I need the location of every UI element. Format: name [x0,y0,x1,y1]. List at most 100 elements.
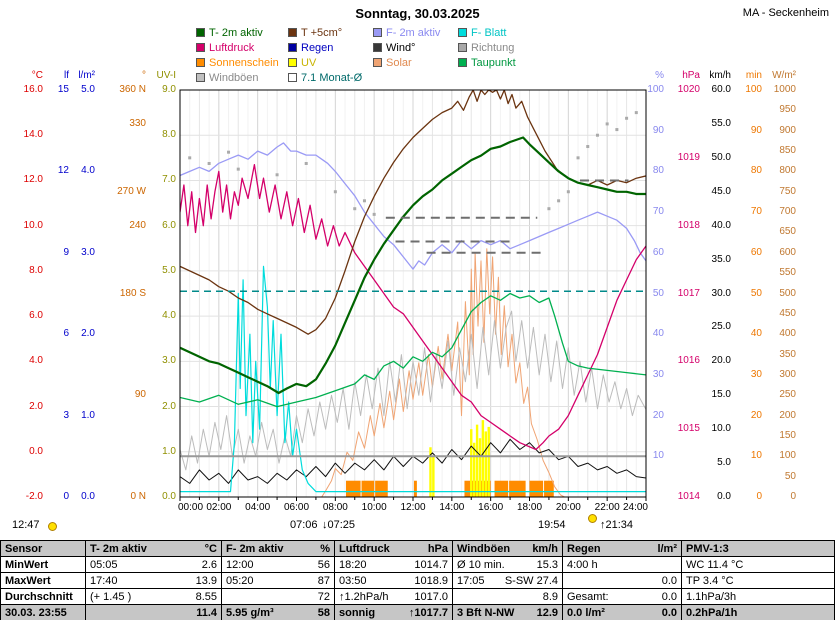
table-cell: 0.0 [661,590,677,603]
axis-tick-label: 800 [779,165,796,177]
direction-dot [595,133,599,137]
axis-tick-label: 0.0 [717,491,731,502]
legend-swatch [288,58,297,67]
legend-item: Taupunkt [458,55,558,70]
table-cell: Ø 10 min. [452,557,528,572]
x-tick-label: 08:00 [322,502,348,513]
legend-swatch [458,58,467,67]
direction-dot [362,199,366,203]
axis-tick-label: 0.0 [81,491,95,502]
table-cell [452,589,528,604]
row-label: MinWert [5,558,49,571]
direction-dot [353,207,357,211]
table-cell: km/h [532,542,558,555]
axis-tick-label: 5.0 [717,457,731,469]
table-row: Durchschnitt (+ 1.45 ) 8.55 72 ↑1.2hPa/h 1017… [1,588,834,604]
x-tick-label: 04:00 [245,502,271,513]
bar-Sonnenschein [346,480,361,497]
table-cell: 0.0 l/m² [562,605,636,620]
legend-swatch [196,28,205,37]
bar-UV [484,431,488,497]
legend-label: Windböen [209,71,259,84]
legend-item: Wind° [373,40,458,55]
axis-tick-label: 330 [129,117,146,129]
series-Solar [321,248,646,497]
table-cell: sonnig [334,605,404,620]
x-tick-label: 10:00 [361,502,387,513]
axis-tick-label: 10.0 [23,219,43,231]
legend-item: Windböen [196,70,288,85]
axis-tick-label: 90 [134,389,146,401]
axis-tick-label: 80 [750,165,762,177]
table-cell: 0.0 [661,606,677,619]
table-cell: 17:05 [452,573,528,588]
axis-tick-label: 1017 [677,287,700,299]
axis-tick-label: 15.0 [711,389,731,401]
legend-swatch [458,43,467,52]
table-cell: 17:40 [85,573,171,588]
axis-tick-label: 1000 [773,84,796,95]
legend-item: Sonnenschein [196,55,288,70]
row-label: 30.03. 23:55 [5,606,67,619]
table-cell: 05:05 [85,557,171,572]
direction-dot [615,128,619,132]
legend-label: Sonnenschein [209,56,279,69]
axis-tick-label: 180 S [119,287,146,299]
axis-tick-label: 40.0 [711,219,731,231]
x-tick-label: 20:00 [555,502,581,513]
axis-tick-label: 9 [63,246,69,258]
axis-tick-label: 6 [63,328,69,340]
table-cell: F- 2m aktiv [221,541,306,556]
bar-UV [475,424,479,497]
axis-tick-label: 8.0 [29,264,43,276]
legend-label: UV [301,56,317,69]
station-label: MA - Seckenheim [742,7,829,19]
table-cell: ↑1.2hPa/h [334,589,404,604]
table-cell: ↑1017.7 [408,606,448,619]
series-Taupunkt [180,292,646,408]
table-cell: (+ 1.45 ) [85,589,171,604]
table-cell: 0.2hPa/1h [681,605,834,620]
astro-time: ↓07:25 [322,519,356,531]
axis-tick-label: 90 [652,124,664,136]
row-label: Sensor [5,542,43,555]
bar-Sonnenschein [413,480,417,497]
axis-tick-label: 300 [779,368,796,380]
x-tick-label: 14:00 [439,502,465,513]
direction-dot [188,156,192,160]
axis-tick-label: 50 [784,470,796,482]
axis-tick-label: 700 [779,206,796,218]
table-cell: Gesamt: [562,589,636,604]
direction-dot [625,116,629,120]
legend-swatch [373,28,382,37]
axis-tick-label: 100 [779,450,796,462]
axis-tick-label: 70 [652,206,664,218]
axis-tick-label: 0.0 [29,445,43,457]
axis-tick-label: 20 [750,409,762,421]
axis-tick-label: 20 [652,409,664,421]
direction-dot [304,161,308,165]
axis-tick-label: 25.0 [711,321,731,333]
axis-tick-label: 360 N [119,84,146,95]
table-cell: S-SW 27.4 [504,574,558,587]
axis-tick-label: 15 [57,84,69,95]
axis-tick-label: 5.0 [162,264,176,276]
axis-tick-label: 6.0 [162,219,176,231]
axis-header: l/m² [78,70,95,81]
axis-tick-label: 0 [790,491,796,502]
axis-tick-label: 1.0 [162,445,176,457]
table-cell [221,589,306,604]
table-cell: 1014.7 [414,558,448,571]
table-cell: hPa [427,542,448,555]
axis-tick-label: 900 [779,124,796,136]
axis-tick-label: 60 [652,246,664,258]
axis-tick-label: 1019 [677,151,700,163]
legend-item: Solar [373,55,458,70]
axis-tick-label: 10 [652,450,664,462]
legend-label: Taupunkt [471,56,516,69]
table-row: MinWert 05:05 2.6 12:00 56 18:20 1014.7 Ø 10 mi… [1,556,834,572]
page-title: Sonntag, 30.03.2025 [355,6,480,21]
axis-tick-label: 150 [779,429,796,441]
axis-tick-label: 450 [779,307,796,319]
